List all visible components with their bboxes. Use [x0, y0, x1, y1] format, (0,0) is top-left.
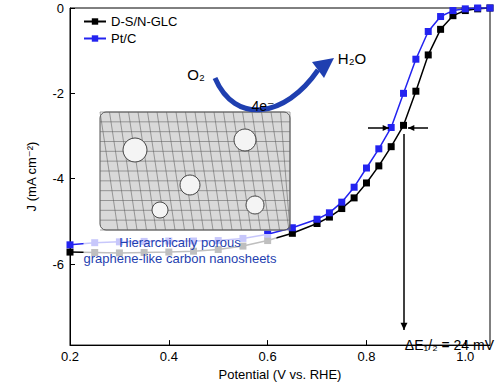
svg-text:D-S/N-GLC: D-S/N-GLC — [111, 14, 177, 29]
svg-text:0.2: 0.2 — [61, 349, 79, 364]
svg-text:graphene-like carbon nanosheet: graphene-like carbon nanosheets — [84, 251, 277, 266]
svg-text:J (mA cm⁻²): J (mA cm⁻²) — [24, 142, 39, 212]
svg-text:ΔE₁/₂ = 24 mV: ΔE₁/₂ = 24 mV — [405, 337, 495, 353]
svg-text:0: 0 — [57, 1, 64, 16]
svg-text:O₂: O₂ — [187, 66, 205, 83]
svg-text:-6: -6 — [52, 257, 64, 272]
svg-text:-2: -2 — [52, 86, 64, 101]
svg-text:H₂O: H₂O — [338, 50, 366, 67]
svg-text:4e⁻: 4e⁻ — [252, 98, 275, 114]
svg-text:0.6: 0.6 — [259, 349, 277, 364]
svg-text:Hierarchically porous: Hierarchically porous — [119, 235, 241, 250]
svg-text:Pt/C: Pt/C — [111, 31, 136, 46]
svg-text:-4: -4 — [52, 171, 64, 186]
svg-text:0.8: 0.8 — [357, 349, 375, 364]
svg-text:1.0: 1.0 — [456, 349, 475, 365]
svg-text:0.4: 0.4 — [160, 349, 178, 364]
svg-text:Potential (V vs. RHE): Potential (V vs. RHE) — [219, 367, 342, 382]
